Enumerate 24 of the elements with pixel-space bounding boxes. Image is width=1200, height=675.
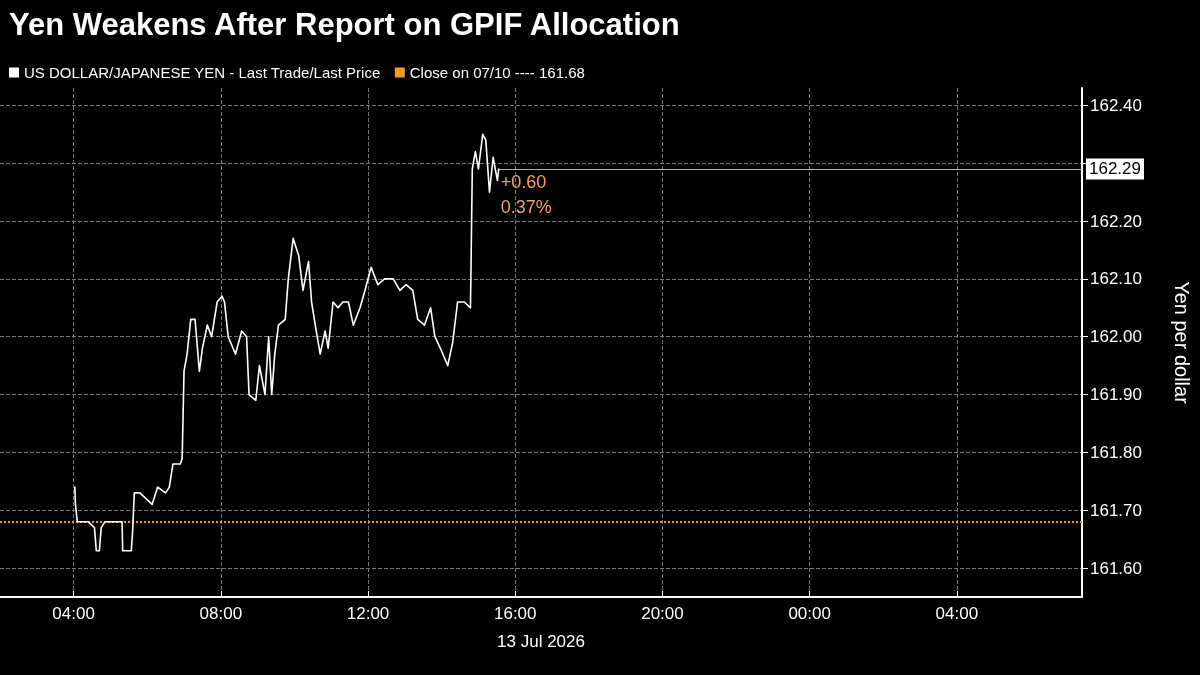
- x-tick-label: 00:00: [788, 604, 831, 623]
- chart-title: Yen Weakens After Report on GPIF Allocation: [9, 7, 680, 42]
- x-tick-label: 20:00: [641, 604, 684, 623]
- line-series: [74, 133, 500, 552]
- x-tick-label: 04:00: [935, 604, 979, 623]
- y-tick-label: 162.40: [1090, 95, 1142, 115]
- y-tick-label: 161.70: [1090, 500, 1142, 520]
- y-tick-label: 161.80: [1090, 442, 1142, 462]
- annotation: 0.37%: [500, 196, 552, 217]
- x-tick-label: 04:00: [52, 604, 95, 623]
- x-tick-label: 08:00: [199, 604, 243, 623]
- y-tick-label: 161.60: [1090, 558, 1142, 578]
- y-tick-label: 162.10: [1090, 269, 1142, 289]
- y-tick-label: 161.90: [1090, 385, 1142, 405]
- x-axis-title: 13 Jul 2026: [497, 632, 585, 651]
- legend-label: US DOLLAR/JAPANESE YEN - Last Trade/Last Price: [24, 64, 381, 81]
- y-tick-label: 162.20: [1090, 211, 1142, 231]
- ref-line-label: 162.29: [1089, 159, 1141, 179]
- y-tick-label: 162.00: [1090, 327, 1142, 347]
- annotation: +0.60: [500, 171, 547, 192]
- y-axis-title: Yen per dollar: [1171, 281, 1193, 405]
- legend-label: Close on 07/10 ---- 161.68: [409, 64, 585, 81]
- x-tick-label: 16:00: [493, 604, 537, 623]
- x-tick-label: 12:00: [346, 604, 390, 623]
